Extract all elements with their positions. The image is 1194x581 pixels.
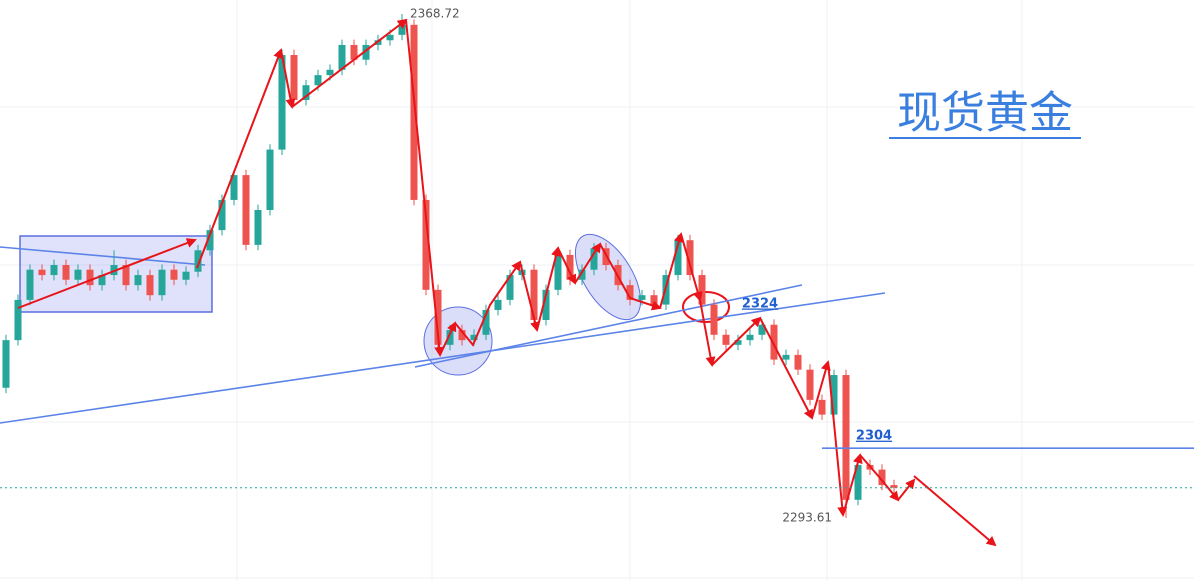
candle-body [758, 324, 766, 335]
candle-body [626, 285, 634, 300]
arrows [17, 18, 997, 547]
candle-body [170, 269, 178, 280]
candle-body [782, 354, 790, 360]
candle-body [242, 175, 250, 245]
candle-body [38, 269, 46, 276]
candle-body [542, 289, 550, 321]
candle-body [278, 55, 286, 150]
candle-body [578, 269, 586, 280]
candle-body [110, 265, 118, 276]
annotations [0, 233, 886, 424]
candle-body [326, 69, 334, 76]
candle-body [530, 269, 538, 321]
candle-body [74, 269, 82, 280]
candle-body [302, 85, 310, 100]
candle-body [482, 309, 490, 335]
candle-body [818, 399, 826, 415]
chart-title: 现货黄金 [897, 88, 1073, 139]
candle-body [686, 240, 694, 276]
candle-body [182, 271, 190, 280]
candle-body [710, 304, 718, 335]
candle-body [134, 275, 142, 286]
candle-body [698, 275, 706, 305]
candle-body [254, 209, 262, 245]
candle-body [50, 265, 58, 276]
candle-body [446, 330, 454, 345]
level-label: 2304 [856, 429, 892, 444]
candle-body [650, 295, 658, 305]
candle-body [218, 199, 226, 231]
candle-body [854, 464, 862, 500]
candle-body [842, 375, 850, 500]
candle-body [638, 295, 646, 300]
candle-body [878, 469, 886, 486]
candle-body [122, 265, 130, 286]
candle-body [206, 230, 214, 251]
candle-body [674, 240, 682, 276]
candle-body [398, 24, 406, 35]
candle-body [410, 24, 418, 200]
level-label: 2324 [742, 296, 778, 311]
candle-body [734, 340, 742, 345]
candle-body [158, 269, 166, 296]
candle-body [266, 149, 274, 210]
candle-body [890, 485, 898, 488]
candle-body [362, 44, 370, 60]
candle-body [290, 55, 298, 100]
candle-body [590, 248, 598, 270]
candle-body [458, 330, 466, 341]
candle-body [350, 44, 358, 60]
candle-body [722, 334, 730, 345]
low-label: 2293.61 [782, 510, 832, 524]
candle-body [806, 369, 814, 400]
high-label: 2368.72 [410, 6, 460, 20]
candle-body [146, 275, 154, 296]
candle-body [314, 75, 322, 86]
candle-body [2, 340, 10, 388]
candle-body [506, 275, 514, 300]
candle-body [554, 254, 562, 290]
candle-body [338, 44, 346, 70]
candle-body [770, 324, 778, 360]
candle-body [830, 375, 838, 415]
candle-body [794, 354, 802, 370]
candle-body [566, 254, 574, 280]
candle-body [434, 289, 442, 345]
candle-body [422, 199, 430, 290]
candle-body [386, 34, 394, 41]
candle-body [230, 175, 238, 200]
candle-body [26, 269, 34, 300]
labels: 2368.72 2293.61 2324 2304 [0, 6, 1194, 524]
candle-body [62, 265, 70, 280]
candle-body [14, 299, 22, 341]
candle-body [494, 299, 502, 310]
candle-body [470, 334, 478, 341]
candle-body [746, 334, 754, 341]
candle-body [86, 269, 94, 286]
candle-body [194, 250, 202, 272]
candle-body [98, 275, 106, 286]
